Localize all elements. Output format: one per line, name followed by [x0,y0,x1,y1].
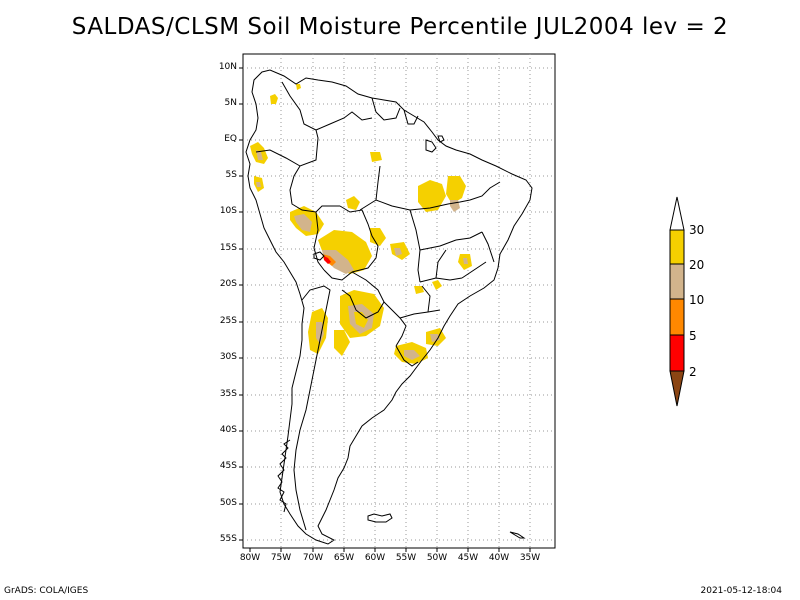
patch-north-2 [296,84,301,90]
border-paraguay [341,271,385,319]
coastlines [245,69,533,545]
border-guyanas [371,97,419,125]
border-bolivia-brazil [339,205,379,273]
lon-tick-label: 65W [333,553,355,563]
patch-goias-tan [394,248,402,256]
lon-tick-label: 35W [519,553,541,563]
border-venezuela-colombia [281,81,317,131]
patch-northeast-2 [446,176,466,204]
map-frame [242,53,556,549]
legend-label-30: 30 [689,223,705,237]
legend-label-10: 10 [689,293,705,307]
border-argentina-chile [293,285,331,531]
legend-label-5: 5 [689,329,697,343]
lon-tick-label: 55W [395,553,417,563]
legend-label-20: 20 [689,258,705,272]
patch-sp [414,286,424,294]
border-peru-bolivia [313,211,325,271]
border-brazil-states [359,165,501,319]
legend-box-10-20 [669,263,685,300]
patch-mato-grosso [346,196,360,210]
border-venezuela-brazil [315,111,373,131]
legend-cap-bottom [669,370,685,407]
patch-mg [432,280,442,290]
patch-peru-north-tan [256,182,261,187]
patch-amazon-north [370,152,382,162]
chile-fjords [277,439,291,513]
lat-tick-label: 25S [219,316,237,326]
frame-ticks [239,67,531,552]
patch-north [270,94,278,104]
lat-tick-label: 50S [219,498,237,508]
lat-tick-label: 10S [219,206,237,216]
lon-tick-label: 60W [364,553,386,563]
border-uruguay [395,345,419,367]
lat-tick-label: 30S [219,352,237,362]
lat-tick-label: 15S [219,243,237,253]
patch-bahia-tan [463,258,468,264]
lat-tick-label: 10N [218,62,237,72]
lon-tick-label: 80W [239,553,261,563]
legend-box-2-5 [669,334,685,372]
border-argentina-brazil [383,301,407,347]
lon-tick-label: 70W [302,553,324,563]
lat-tick-label: EQ [224,134,237,144]
border-peru-brazil [289,165,340,213]
lake-titicaca [313,251,325,261]
patch-ecuador-tan [256,150,263,160]
lat-tick-label: 5N [224,98,237,108]
lon-tick-label: 75W [270,553,292,563]
lat-tick-label: 55S [219,534,237,544]
footer-credit: GrADS: COLA/IGES [4,586,89,596]
grid-lines [243,54,555,548]
patch-northeast [418,180,446,212]
legend-box-5-10 [669,298,685,336]
lon-tick-label: 45W [457,553,479,563]
shaded-anomalies [250,84,472,364]
lon-tick-label: 40W [488,553,510,563]
amazon-mouth [425,135,445,153]
lat-tick-label: 35S [219,389,237,399]
patch-bolivia-red [324,256,331,264]
lat-tick-label: 45S [219,461,237,471]
border-bolivia-south [323,269,353,281]
legend-cap-top [669,196,685,231]
lat-tick-label: 5S [225,170,237,180]
patch-parana-tan [430,334,440,342]
lon-tick-label: 50W [426,553,448,563]
lat-tick-label: 40S [219,425,237,435]
legend-label-2: 2 [689,365,697,379]
patch-peru-bolivia-tan [294,214,312,232]
legend-colorbar [669,196,685,407]
lat-tick-label: 20S [219,279,237,289]
south-georgia [509,531,526,539]
footer-timestamp: 2021-05-12-18:04 [700,586,783,596]
patch-goias [370,228,386,246]
patch-rs-tan [404,350,420,360]
patch-chaco-yellow-inner [354,312,368,328]
falklands [367,513,393,523]
patch-cordoba [334,330,350,356]
legend-box-20-30 [669,229,685,265]
map-title: SALDAS/CLSM Soil Moisture Percentile JUL… [71,14,729,40]
